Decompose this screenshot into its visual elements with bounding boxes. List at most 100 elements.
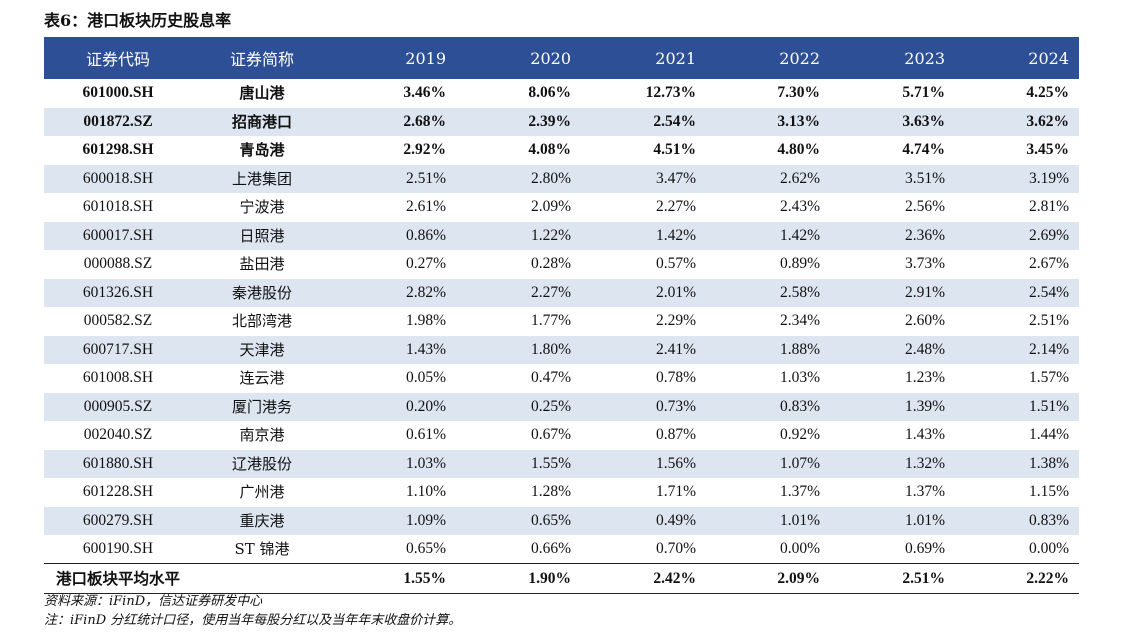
table-row: 600018.SH 上港集团 2.51% 2.80% 3.47% 2.62% 3.51% 3.… — [44, 164, 1079, 193]
cell-yield: 1.01% — [904, 511, 945, 529]
average-yield: 2.51% — [902, 569, 945, 587]
cell-yield: 3.63% — [902, 112, 945, 130]
cell-yield: 3.73% — [904, 255, 945, 273]
table-row: 601018.SH 宁波港 2.61% 2.09% 2.27% 2.43% 2.56% 2.8… — [44, 193, 1079, 222]
cell-yield: 2.91% — [904, 283, 945, 301]
cell-yield: 0.05% — [405, 369, 446, 387]
cell-yield: 2.69% — [1028, 226, 1069, 244]
cell-yield: 0.65% — [405, 540, 446, 557]
cell-yield: 1.38% — [1028, 454, 1069, 472]
header-2021: 2021 — [655, 48, 696, 68]
cell-yield: 2.62% — [779, 169, 820, 187]
cell-yield: 7.30% — [777, 84, 820, 102]
cell-yield: 4.74% — [902, 141, 945, 159]
cell-yield: 1.51% — [1028, 397, 1069, 415]
table-row: 601298.SH 青岛港 2.92% 4.08% 4.51% 4.80% 4.74% 3.4… — [44, 136, 1079, 165]
cell-yield: 2.27% — [655, 198, 696, 216]
cell-yield: 0.20% — [405, 397, 446, 415]
cell-yield: 3.62% — [1026, 112, 1069, 130]
table-row: 601008.SH 连云港 0.05% 0.47% 0.78% 1.03% 1.23% 1.5… — [44, 364, 1079, 393]
cell-code: 000582.SZ — [83, 312, 153, 330]
header-2019: 2019 — [405, 48, 446, 68]
cell-code: 601880.SH — [82, 454, 154, 472]
cell-yield: 2.48% — [904, 340, 945, 358]
cell-yield: 4.80% — [777, 141, 820, 159]
cell-code: 001872.SZ — [83, 112, 153, 130]
header-2024: 2024 — [1028, 48, 1069, 68]
cell-name: 厦门港务 — [231, 397, 292, 416]
cell-yield: 3.46% — [403, 84, 446, 102]
cell-yield: 1.56% — [655, 454, 696, 472]
cell-yield: 2.80% — [530, 169, 571, 187]
cell-name: 上港集团 — [231, 169, 292, 188]
cell-yield: 0.83% — [779, 397, 820, 415]
cell-yield: 0.86% — [405, 226, 446, 244]
cell-yield: 0.67% — [530, 426, 571, 444]
cell-yield: 2.92% — [403, 141, 446, 159]
table-row: 000088.SZ 盐田港 0.27% 0.28% 0.57% 0.89% 3.73% 2.6… — [44, 250, 1079, 279]
cell-yield: 0.61% — [405, 426, 446, 444]
cell-yield: 2.67% — [1028, 255, 1069, 273]
header-2023: 2023 — [904, 48, 945, 68]
cell-yield: 2.54% — [1028, 283, 1069, 301]
cell-code: 600190.SH — [82, 540, 154, 557]
cell-name: 秦港股份 — [231, 283, 292, 302]
cell-yield: 1.42% — [655, 226, 696, 244]
cell-yield: 0.47% — [530, 369, 571, 387]
header-2020: 2020 — [530, 48, 571, 68]
cell-name: 北部湾港 — [231, 312, 292, 331]
cell-code: 600717.SH — [82, 340, 154, 358]
cell-yield: 12.73% — [645, 84, 696, 102]
cell-yield: 2.60% — [904, 312, 945, 330]
table-row: 000905.SZ 厦门港务 0.20% 0.25% 0.73% 0.83% 1.39% 1.… — [44, 392, 1079, 421]
cell-yield: 1.03% — [405, 454, 446, 472]
cell-yield: 2.09% — [530, 198, 571, 216]
notes: 资料来源：iFinD，信达证券研发中心 注：iFinD 分红统计口径，使用当年每… — [44, 592, 461, 630]
cell-code: 600279.SH — [82, 511, 154, 529]
source-note: 资料来源：iFinD，信达证券研发中心 — [44, 594, 263, 609]
cell-yield: 1.22% — [530, 226, 571, 244]
cell-yield: 0.87% — [655, 426, 696, 444]
cell-yield: 1.55% — [530, 454, 571, 472]
header-row: 证券代码 证券简称 2019 2020 2021 2022 2023 2024 — [44, 37, 1079, 79]
cell-yield: 2.68% — [403, 112, 446, 130]
cell-code: 601000.SH — [82, 84, 154, 102]
cell-name: 广州港 — [239, 483, 285, 502]
cell-yield: 0.00% — [1028, 540, 1069, 557]
cell-yield: 0.69% — [904, 540, 945, 557]
cell-yield: 5.71% — [902, 84, 945, 102]
cell-code: 601326.SH — [82, 283, 154, 301]
table-row: 601000.SH 唐山港 3.46% 8.06% 12.73% 7.30% 5.71% 4.… — [44, 79, 1079, 108]
cell-yield: 1.43% — [904, 426, 945, 444]
cell-name: 日照港 — [239, 226, 285, 245]
cell-yield: 4.51% — [653, 141, 696, 159]
cell-yield: 2.39% — [528, 112, 571, 130]
cell-yield: 4.25% — [1026, 84, 1069, 102]
cell-name: 辽港股份 — [231, 454, 292, 473]
cell-yield: 2.56% — [904, 198, 945, 216]
cell-yield: 0.83% — [1028, 511, 1069, 529]
table-row: 600717.SH 天津港 1.43% 1.80% 2.41% 1.88% 2.48% 2.1… — [44, 335, 1079, 364]
cell-yield: 0.78% — [655, 369, 696, 387]
cell-code: 002040.SZ — [83, 426, 153, 444]
dividend-yield-table: 证券代码 证券简称 2019 2020 2021 2022 2023 2024 … — [44, 37, 1079, 594]
cell-yield: 2.81% — [1028, 198, 1069, 216]
cell-yield: 1.03% — [779, 369, 820, 387]
cell-yield: 2.82% — [405, 283, 446, 301]
cell-yield: 2.41% — [655, 340, 696, 358]
table-row: 600017.SH 日照港 0.86% 1.22% 1.42% 1.42% 2.36% 2.6… — [44, 221, 1079, 250]
cell-yield: 2.36% — [904, 226, 945, 244]
cell-name: 青岛港 — [239, 141, 285, 160]
average-yield: 2.42% — [653, 569, 696, 587]
cell-yield: 3.51% — [904, 169, 945, 187]
table-row: 601880.SH 辽港股份 1.03% 1.55% 1.56% 1.07% 1.32% 1.… — [44, 449, 1079, 478]
cell-yield: 0.00% — [779, 540, 820, 557]
cell-yield: 4.08% — [528, 141, 571, 159]
cell-yield: 3.13% — [777, 112, 820, 130]
cell-yield: 2.34% — [779, 312, 820, 330]
average-yield: 1.90% — [528, 569, 571, 587]
table-row: 002040.SZ 南京港 0.61% 0.67% 0.87% 0.92% 1.43% 1.4… — [44, 421, 1079, 450]
cell-code: 600018.SH — [82, 169, 154, 187]
cell-yield: 0.89% — [779, 255, 820, 273]
cell-yield: 2.27% — [530, 283, 571, 301]
